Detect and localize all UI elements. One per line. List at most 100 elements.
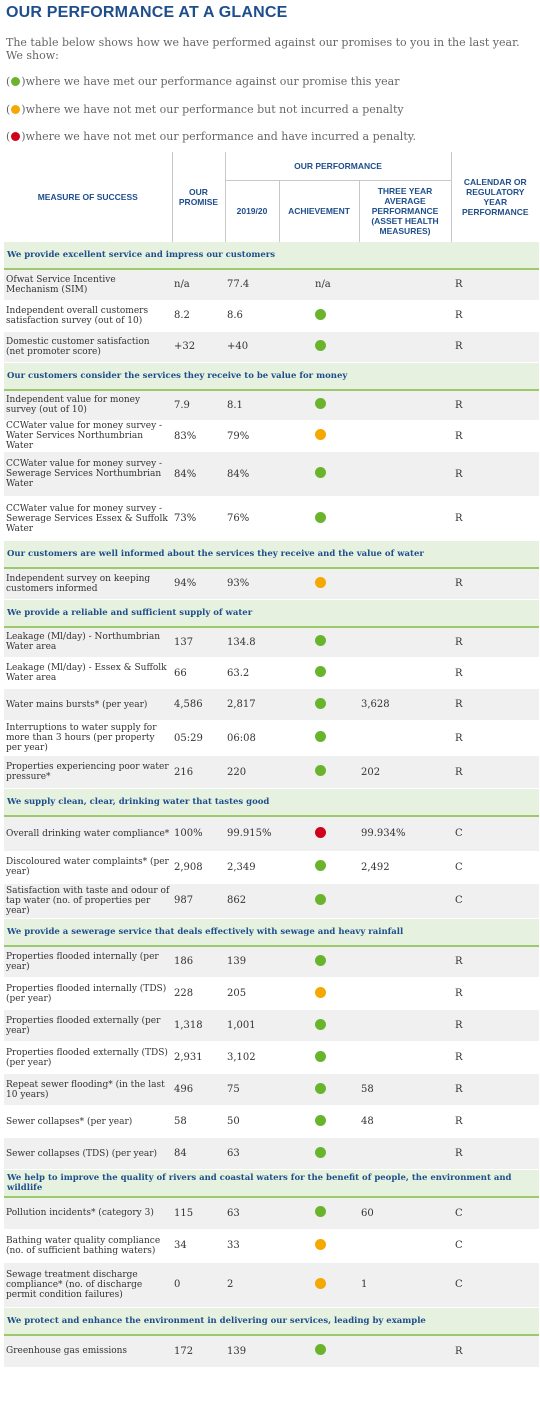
year-cell: 33 [225, 1229, 279, 1263]
measure-cell: Repeat sewer flooding* (in the last 10 y… [4, 1073, 172, 1106]
legend-item-penalty: () where we have not met our performance… [6, 130, 416, 143]
green-dot-icon [315, 1018, 326, 1030]
green-dot-icon [315, 731, 326, 742]
table-row: Greenhouse gas emissions 172 139 R [4, 1334, 540, 1368]
three-year-cell [359, 720, 452, 756]
header-three-year: THREE YEAR AVERAGE PERFORMANCE (ASSET HE… [359, 180, 452, 242]
three-year-cell: 1 [359, 1262, 452, 1308]
three-year-cell [359, 568, 452, 600]
achievement-cell [279, 851, 359, 884]
table-row: CCWater value for money survey - Sewerag… [4, 451, 540, 497]
year-cell: 50 [225, 1105, 279, 1138]
table-row: Leakage (Ml/day) - Northumbrian Water ar… [4, 626, 540, 658]
promise-cell: 94% [172, 568, 225, 600]
promise-cell: 34 [172, 1229, 225, 1263]
year-cell: 63.2 [225, 657, 279, 689]
achievement-cell [279, 300, 359, 332]
achievement-cell [279, 1197, 359, 1230]
legend-item-met: () where we have met our performance aga… [6, 75, 400, 88]
achievement-cell [279, 977, 359, 1010]
year-cell: 76% [225, 496, 279, 541]
calendar-cell: C [451, 816, 540, 852]
achievement-cell [279, 496, 359, 541]
intro-text: The table below shows how we have perfor… [6, 36, 520, 62]
achievement-cell [279, 720, 359, 756]
three-year-cell: 48 [359, 1105, 452, 1138]
calendar-cell: C [451, 851, 540, 884]
year-cell: 1,001 [225, 1009, 279, 1042]
table-row: Properties experiencing poor water press… [4, 755, 540, 789]
measure-cell: Water mains bursts* (per year) [4, 688, 172, 721]
promise-cell: 8.2 [172, 300, 225, 332]
three-year-cell [359, 389, 452, 421]
three-year-cell [359, 1229, 452, 1263]
year-cell: 93% [225, 568, 279, 600]
achievement-cell [279, 755, 359, 789]
achievement-cell [279, 389, 359, 421]
promise-cell: 2,908 [172, 851, 225, 884]
green-dot-icon [315, 511, 326, 523]
three-year-cell [359, 1041, 452, 1074]
promise-cell: 216 [172, 755, 225, 789]
table-row: Repeat sewer flooding* (in the last 10 y… [4, 1073, 540, 1106]
year-cell: 63 [225, 1137, 279, 1170]
green-dot-icon [315, 860, 326, 871]
table-row: Leakage (Ml/day) - Essex & Suffolk Water… [4, 657, 540, 689]
three-year-cell: 2,492 [359, 851, 452, 884]
green-dot-icon [315, 765, 326, 776]
promise-cell: 7.9 [172, 389, 225, 421]
achievement-cell [279, 1105, 359, 1138]
three-year-cell [359, 420, 452, 452]
table-row: Sewer collapses* (per year) 58 50 48 R [4, 1105, 540, 1138]
header-promise: OUR PROMISE [172, 152, 226, 242]
three-year-cell [359, 883, 452, 919]
header-achievement: ACHIEVEMENT [279, 180, 360, 242]
measure-cell: Independent overall customers satisfacti… [4, 300, 172, 332]
year-cell: 63 [225, 1197, 279, 1230]
three-year-cell: 99.934% [359, 816, 452, 852]
year-cell: 8.1 [225, 389, 279, 421]
header-performance: OUR PERFORMANCE [225, 152, 452, 181]
year-cell: 99.915% [225, 816, 279, 852]
green-dot-icon [315, 1114, 326, 1126]
year-cell: 75 [225, 1073, 279, 1106]
green-dot-icon [315, 697, 326, 709]
year-cell: 2,349 [225, 851, 279, 884]
year-cell: 862 [225, 883, 279, 919]
section-header: We provide a sewerage service that deals… [4, 918, 540, 947]
section-header: We provide a reliable and sufficient sup… [4, 599, 540, 628]
table-row: Domestic customer satisfaction (net prom… [4, 331, 540, 363]
red-dot-icon [11, 132, 21, 141]
promise-cell: n/a [172, 269, 225, 301]
calendar-cell: R [451, 1041, 540, 1074]
calendar-cell: R [451, 568, 540, 600]
three-year-cell [359, 300, 452, 332]
year-cell: +40 [225, 331, 279, 363]
achievement-cell [279, 1262, 359, 1308]
achievement-cell: n/a [279, 269, 359, 301]
section-title: We provide a sewerage service that deals… [4, 918, 540, 947]
three-year-cell [359, 657, 452, 689]
calendar-cell: R [451, 720, 540, 756]
measure-cell: Overall drinking water compliance* [4, 816, 172, 852]
promise-cell: 84% [172, 451, 225, 497]
measure-cell: Leakage (Ml/day) - Essex & Suffolk Water… [4, 657, 172, 689]
achievement-cell [279, 451, 359, 497]
calendar-cell: R [451, 420, 540, 452]
table-body: We provide excellent service and impress… [4, 242, 540, 1368]
year-cell: 220 [225, 755, 279, 789]
promise-cell: 4,586 [172, 688, 225, 721]
page-title: OUR PERFORMANCE AT A GLANCE [6, 4, 288, 21]
three-year-cell [359, 451, 452, 497]
calendar-cell: C [451, 1197, 540, 1230]
calendar-cell: R [451, 1137, 540, 1170]
calendar-cell: R [451, 755, 540, 789]
year-cell: 139 [225, 945, 279, 978]
promise-cell: 05:29 [172, 720, 225, 756]
calendar-cell: R [451, 1073, 540, 1106]
promise-cell: 137 [172, 626, 225, 658]
amber-dot-icon [315, 429, 326, 440]
amber-dot-icon [315, 1277, 326, 1289]
achievement-cell [279, 688, 359, 721]
year-cell: 8.6 [225, 300, 279, 332]
